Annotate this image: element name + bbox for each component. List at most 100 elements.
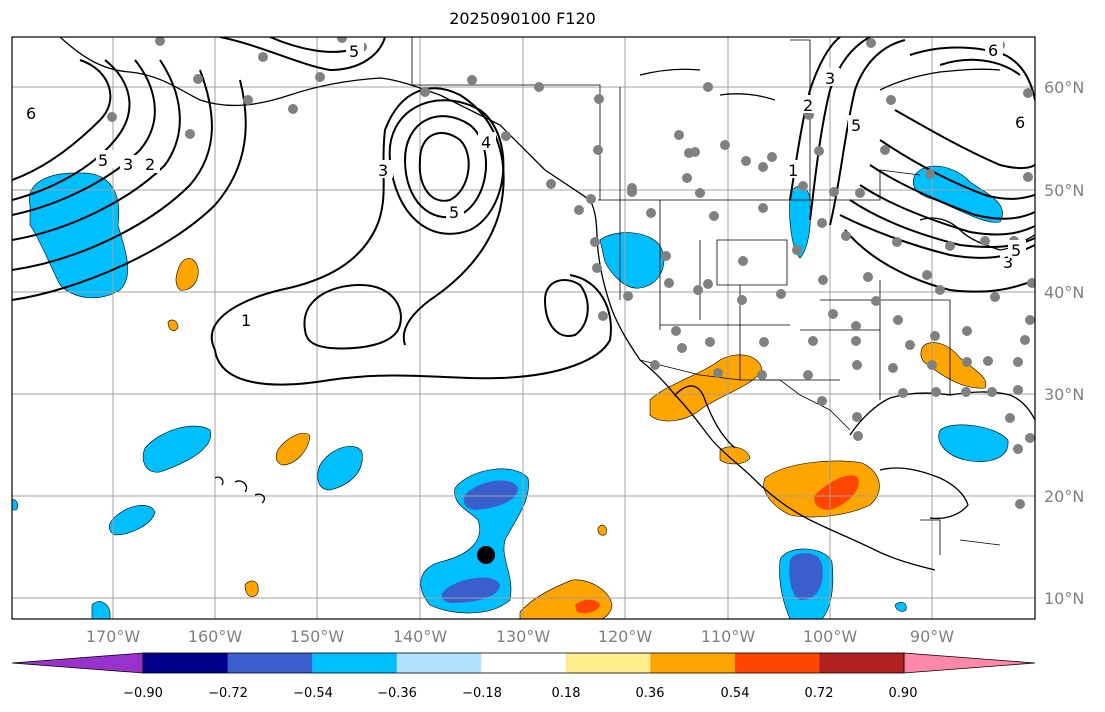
contour-label: 3 [1003, 253, 1013, 272]
dark-blue-core-3 [789, 553, 823, 600]
orange-region-1 [175, 258, 199, 291]
lon-label-120w: 120°W [598, 627, 653, 646]
colorbar-segment [481, 653, 567, 673]
contour-northeast-high [909, 46, 1035, 101]
contour-east-trough-8 [879, 139, 1035, 200]
blue-region-small-1 [91, 601, 111, 619]
station-markers [107, 37, 1035, 509]
contour-west-trough [303, 283, 402, 350]
lon-label-130w: 130°W [496, 627, 551, 646]
map-frame [11, 36, 1036, 620]
negative-anomaly-regions [12, 165, 1009, 619]
colorbar-tick: −0.90 [123, 686, 163, 701]
blue-region-california [599, 232, 665, 289]
colorbar-tick: −0.72 [208, 686, 248, 701]
lon-label-100w: 100°W [803, 627, 858, 646]
blue-region-small-3 [12, 499, 18, 511]
political-borders [411, 37, 1001, 555]
contour-label: 5 [1011, 241, 1021, 260]
lat-label-20: 20°N [1044, 487, 1084, 506]
contour-east-trough-2 [809, 37, 871, 221]
lat-label-40: 40°N [1044, 283, 1084, 302]
blue-region-hawaii-west [142, 425, 212, 473]
contour-east-ridge-big [844, 229, 1035, 293]
yucatan-coast [879, 467, 969, 520]
contour-label: 6 [26, 104, 36, 123]
blue-region-gulf [938, 424, 1009, 462]
lat-label-30: 30°N [1044, 385, 1084, 404]
lat-label-60: 60°N [1044, 78, 1084, 97]
contour-label: 5 [851, 116, 861, 135]
contour-label: 6 [1015, 113, 1025, 132]
mexico-border [639, 359, 851, 431]
colorbar-tick: 0.36 [636, 686, 665, 701]
contour-label: 2 [145, 155, 155, 174]
red-core-1 [814, 475, 859, 510]
contour-alaska-ridge-2 [269, 37, 351, 53]
lon-label-140w: 140°W [393, 627, 448, 646]
colorbar-segment [227, 653, 313, 673]
colorbar-tick: 0.72 [805, 686, 834, 701]
orange-region-5 [763, 460, 880, 518]
colorbar-tick: 0.90 [889, 686, 918, 701]
blue-region-hawaii-south [109, 505, 156, 536]
colorbar-tick: −0.54 [293, 686, 333, 701]
colorbar-tick: 0.18 [552, 686, 581, 701]
contour-label: 3 [123, 155, 133, 174]
lon-label-170w: 170°W [86, 627, 141, 646]
colorbar-tick: −0.18 [462, 686, 502, 701]
orange-region-2 [275, 432, 311, 466]
longitude-labels: 170°W 160°W 150°W 140°W 130°W 120°W 110°… [86, 627, 954, 646]
contour-label: 5 [449, 203, 459, 222]
hudson-coast [639, 68, 1001, 101]
colorbar-outline [142, 652, 905, 674]
colorbar-tick: 0.54 [721, 686, 750, 701]
colorbar-segment [734, 653, 820, 673]
dark-blue-core-2 [441, 577, 500, 603]
colorbar [11, 652, 1036, 674]
colorbar-extend-low [11, 652, 144, 674]
colorbar-segment [819, 653, 905, 673]
contour-east-pacific-loop [214, 274, 612, 386]
lon-label-160w: 160°W [188, 627, 243, 646]
contour-east-trough-6 [859, 184, 1035, 236]
contour-ring-w3 [12, 59, 156, 216]
lon-label-110w: 110°W [701, 627, 756, 646]
coastlines [59, 37, 1035, 571]
contour-label: 6 [988, 41, 998, 60]
blue-region-great-lakes [912, 165, 1003, 223]
contour-east-trough-7 [869, 164, 1035, 220]
contour-california-low [543, 279, 589, 337]
contour-label: 3 [378, 161, 388, 180]
blue-region-small-2 [894, 601, 907, 612]
contour-label: 5 [98, 151, 108, 170]
orange-region-8 [244, 580, 259, 598]
lon-label-90w: 90°W [910, 627, 954, 646]
strong-positive-anomaly [575, 475, 859, 614]
contour-label: 2 [803, 96, 813, 115]
lat-label-10: 10°N [1044, 589, 1084, 608]
colorbar-segment [565, 653, 651, 673]
central-america-borders [920, 519, 1001, 555]
contour-ring-w1 [12, 59, 112, 181]
contour-low-gulf-alaska-2 [403, 115, 487, 219]
contour-label: 4 [481, 133, 491, 152]
blue-region-central [317, 446, 363, 491]
colorbar-segment [650, 653, 736, 673]
blue-region-east-pacific [420, 468, 529, 614]
contour-label-1-loop [210, 87, 505, 351]
contour-low-gulf-alaska-3 [388, 99, 505, 235]
contour-labels: 6 5 3 2 5 3 4 5 1 2 3 5 1 6 3 5 6 [22, 40, 1030, 330]
lon-label-150w: 150°W [290, 627, 345, 646]
contour-label: 3 [825, 69, 835, 88]
colorbar-tick-labels: −0.90 −0.72 −0.54 −0.36 −0.18 0.18 0.36 … [123, 686, 917, 701]
colorbar-extend-high [903, 652, 1036, 674]
dark-blue-core-1 [463, 480, 518, 510]
state-borders [411, 37, 951, 400]
contour-alaska-ridge-1 [219, 37, 386, 72]
colorbar-tick: −0.36 [377, 686, 417, 701]
colorbar-segment [143, 653, 229, 673]
orange-region-10 [597, 524, 607, 536]
orange-region-9 [167, 319, 179, 331]
